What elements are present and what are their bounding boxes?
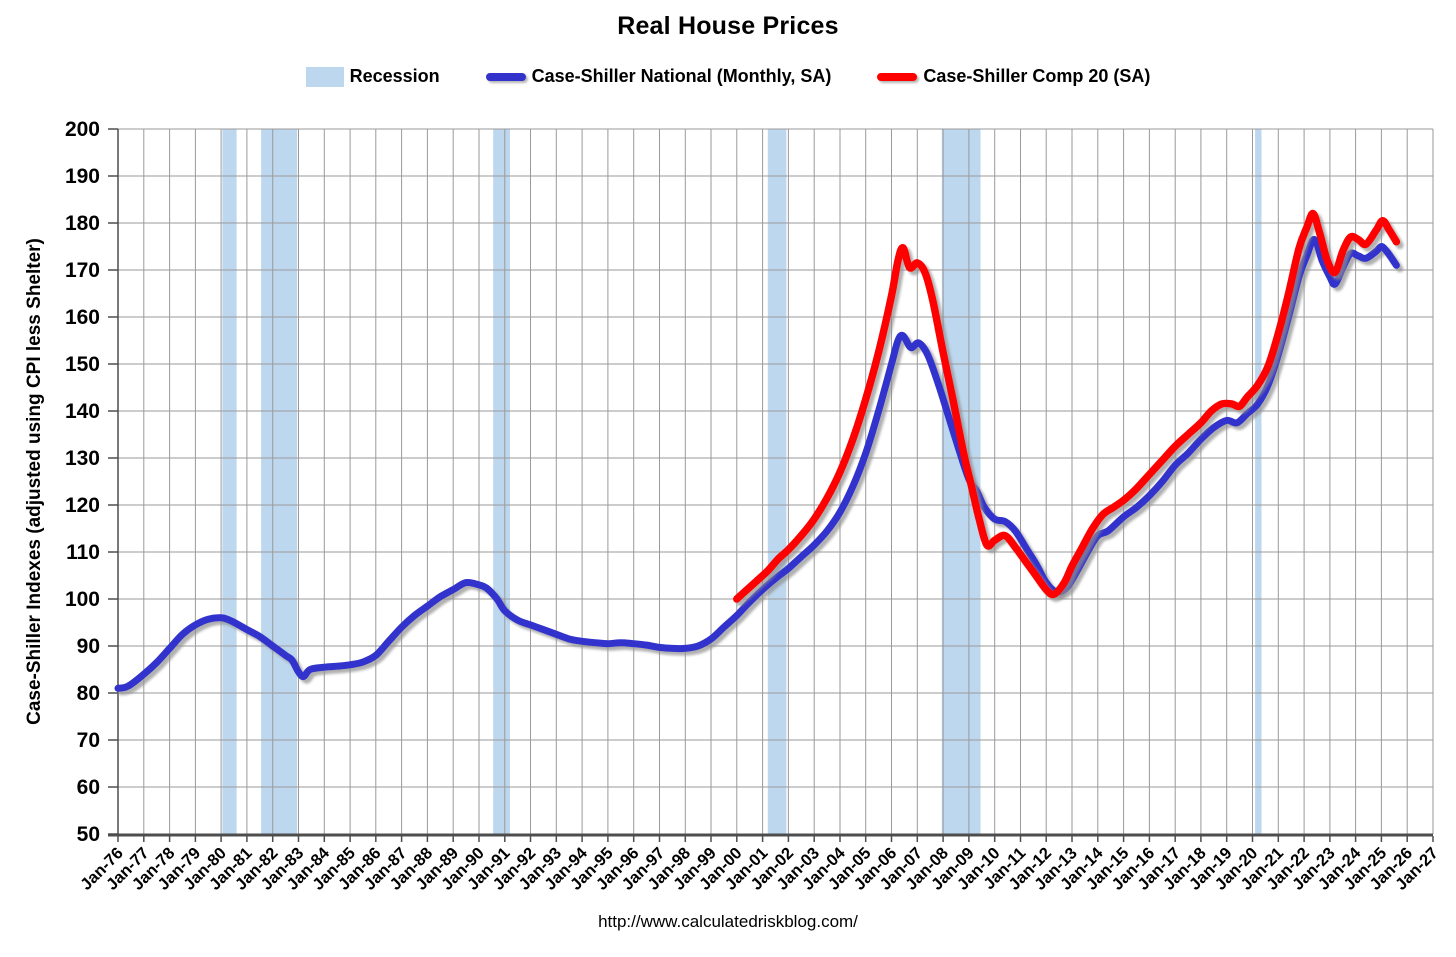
y-tick-label: 160 <box>65 306 100 329</box>
y-tick-label: 140 <box>65 400 100 423</box>
y-tick-label: 100 <box>65 588 100 611</box>
series-line-comp20 <box>733 209 1401 603</box>
y-tick-label: 200 <box>65 118 100 141</box>
comp20-line-swatch-icon <box>877 72 918 81</box>
y-tick-label: 60 <box>77 776 100 799</box>
legend: Recession Case-Shiller National (Monthly… <box>0 66 1456 87</box>
y-tick-label: 90 <box>77 635 100 658</box>
recession-band <box>222 129 237 834</box>
legend-item-recession: Recession <box>305 66 440 87</box>
y-tick-label: 80 <box>77 682 100 705</box>
legend-item-comp20: Case-Shiller Comp 20 (SA) <box>877 66 1150 87</box>
source-url: http://www.calculatedriskblog.com/ <box>598 912 858 931</box>
recession-band <box>941 129 981 834</box>
legend-label-national: Case-Shiller National (Monthly, SA) <box>531 66 832 86</box>
y-tick-label: 110 <box>66 541 100 564</box>
legend-label-comp20: Case-Shiller Comp 20 (SA) <box>923 66 1151 86</box>
recession-band <box>261 129 298 834</box>
x-tick-labels: Jan-76Jan-77Jan-78Jan-79Jan-80Jan-81Jan-… <box>77 844 1442 894</box>
recession-band <box>1255 129 1262 834</box>
y-tick-label: 190 <box>65 165 100 188</box>
national-line-swatch-icon <box>485 72 526 81</box>
axes <box>108 128 1434 842</box>
y-tick-label: 70 <box>77 729 100 752</box>
recession-swatch-icon <box>305 66 344 87</box>
y-axis-title: Case-Shiller Indexes (adjusted using CPI… <box>24 238 45 725</box>
y-tick-label: 150 <box>65 353 100 376</box>
recession-band <box>767 129 787 834</box>
y-tick-label: 120 <box>65 494 100 517</box>
y-tick-label: 50 <box>77 823 100 846</box>
legend-label-recession: Recession <box>349 66 440 86</box>
chart-title: Real House Prices <box>617 12 839 40</box>
legend-item-national: Case-Shiller National (Monthly, SA) <box>485 66 832 87</box>
y-tick-label: 180 <box>65 212 100 235</box>
y-tick-labels: 200 190 180 170 160 150 140 130 120 110 100 90 80 70 6… <box>65 118 100 846</box>
recession-band <box>493 129 510 834</box>
series-line-national <box>114 236 1400 692</box>
recession-bands <box>222 129 1262 834</box>
y-tick-label: 130 <box>65 447 100 470</box>
y-tick-label: 170 <box>65 259 100 282</box>
